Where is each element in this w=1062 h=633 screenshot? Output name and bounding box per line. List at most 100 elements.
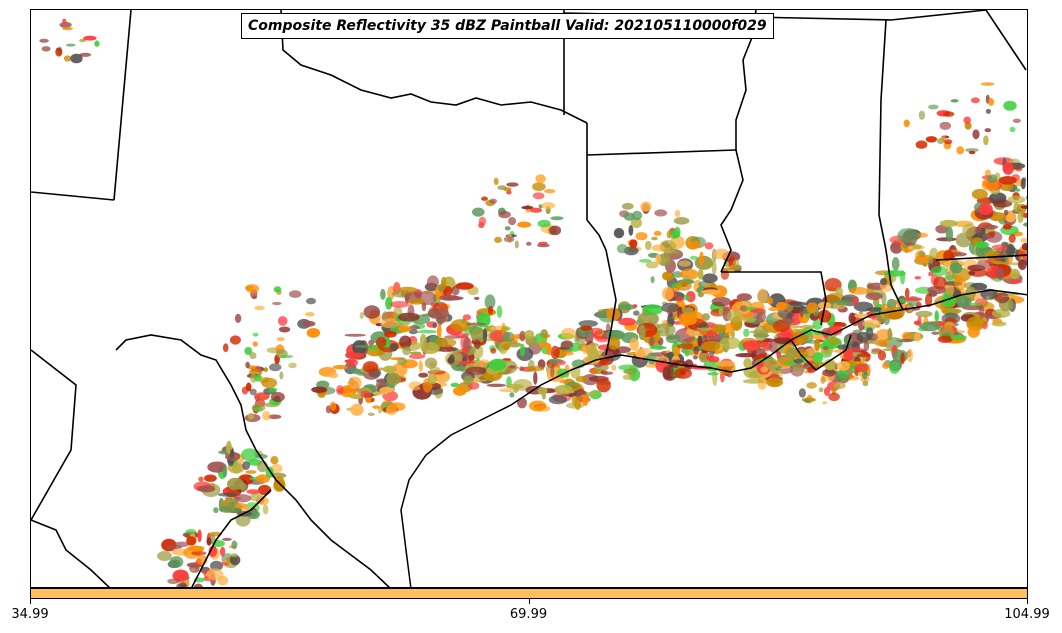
precip-blob [346,358,358,367]
precip-blob [664,247,671,253]
precip-blob [613,227,625,239]
precip-blob [267,414,282,420]
precip-blob [736,293,752,301]
border-fl-panhandle [935,254,1027,261]
precip-blob [915,232,929,238]
colorbar-tick-mark [528,599,530,604]
precip-blob [434,337,457,348]
precip-blob [822,401,827,405]
precip-blob [675,281,692,291]
precip-blob [665,334,681,344]
precip-blob [234,313,242,323]
precip-blob [304,312,315,317]
precip-blob [487,305,494,315]
precip-blob [931,331,940,335]
precip-blob [329,401,337,411]
precip-blob [1020,205,1027,209]
precip-blob [637,311,659,327]
precip-blob [848,312,856,324]
precip-blob [645,261,659,269]
precip-blob [985,108,992,114]
precip-blob [915,310,933,318]
precip-blob [380,288,386,300]
precip-blob [564,350,574,356]
precip-blob [408,381,423,391]
precip-blob [828,392,840,402]
precip-blob [945,283,955,297]
precip-blob [763,358,779,370]
precip-blob [409,351,422,355]
precip-blob [949,262,963,274]
precip-blob [508,365,516,369]
precip-blob [351,368,361,374]
precip-blob [506,182,519,187]
precip-blob [588,343,599,347]
precip-blob [630,217,643,229]
precip-blob [257,496,269,506]
precip-blob [519,343,526,357]
precip-blob [817,309,832,323]
precip-blob [197,485,216,493]
precip-blob [528,400,547,412]
precip-blob [418,372,429,378]
precip-blob [711,324,727,333]
precip-blob [854,363,869,373]
precip-blob [554,384,573,395]
precip-blob [348,352,365,357]
precip-blob [917,315,922,327]
precip-blob [220,561,230,566]
precip-blob [965,148,979,153]
precip-blob [822,346,829,351]
precip-blob [1027,244,1028,252]
precip-blob [633,310,640,316]
precip-blob [726,309,744,323]
precip-blob [507,342,522,348]
precip-blob [1017,259,1027,271]
precip-blob [262,410,271,421]
precip-blob [834,373,850,383]
precip-blob [836,361,851,371]
precip-blob [535,174,546,184]
precip-blob [760,366,768,373]
precip-blob [382,365,397,373]
precip-blob [984,128,992,133]
precip-blob [689,255,699,260]
precip-blob [863,341,870,352]
precip-blob [711,261,717,275]
precip-blob [1020,178,1026,190]
precip-blob [865,292,883,301]
precip-blob [880,278,888,286]
precip-blob [806,382,817,389]
precip-blob [756,311,766,323]
precip-blob [277,316,288,326]
precip-blob [766,297,774,305]
precip-blob [702,273,718,284]
border-la-ms [721,271,827,326]
precip-blob [249,352,257,360]
precip-blob [550,216,564,221]
precip-blob [157,551,172,561]
precip-blob [743,328,750,337]
precip-blob [933,276,947,290]
precip-blob [397,286,418,294]
precip-blob [1008,279,1023,284]
precip-blob [450,319,472,332]
precip-blob [380,318,400,329]
precip-blob [635,232,648,241]
precip-blob [852,296,858,306]
precip-blob [348,376,362,390]
precip-blob [246,489,261,495]
precip-blob [548,395,568,405]
precip-blob [70,53,83,64]
precip-blob [678,260,691,267]
precip-blob [753,325,768,342]
precip-blob [302,320,316,327]
precip-blob [617,304,637,310]
precip-blob [270,392,285,402]
precip-blob [521,205,534,210]
precip-blob [922,263,928,267]
precip-blob [968,150,976,155]
precip-blob [862,380,869,387]
precip-blob [59,21,72,28]
precip-blob [789,301,808,307]
